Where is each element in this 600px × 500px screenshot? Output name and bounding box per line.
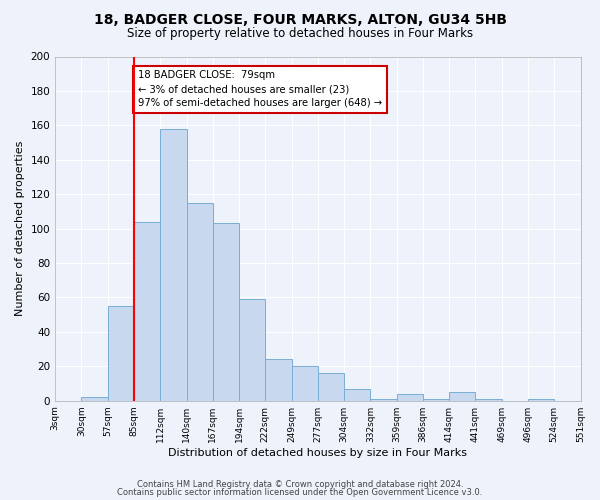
Text: 18, BADGER CLOSE, FOUR MARKS, ALTON, GU34 5HB: 18, BADGER CLOSE, FOUR MARKS, ALTON, GU3… [94, 12, 506, 26]
Bar [134, 222, 160, 400]
Bar [475, 399, 502, 400]
Text: Contains public sector information licensed under the Open Government Licence v3: Contains public sector information licen… [118, 488, 482, 497]
Bar [160, 129, 187, 400]
X-axis label: Distribution of detached houses by size in Four Marks: Distribution of detached houses by size … [169, 448, 467, 458]
Bar [239, 299, 265, 400]
Bar [423, 399, 449, 400]
Text: Contains HM Land Registry data © Crown copyright and database right 2024.: Contains HM Land Registry data © Crown c… [137, 480, 463, 489]
Bar [449, 392, 475, 400]
Bar [108, 306, 134, 400]
Bar [397, 394, 423, 400]
Y-axis label: Number of detached properties: Number of detached properties [15, 141, 25, 316]
Bar [187, 203, 213, 400]
Bar [344, 388, 370, 400]
Bar [528, 399, 554, 400]
Bar [265, 360, 292, 401]
Bar [318, 373, 344, 400]
Bar [82, 398, 108, 400]
Bar [213, 224, 239, 400]
Text: 18 BADGER CLOSE:  79sqm
← 3% of detached houses are smaller (23)
97% of semi-det: 18 BADGER CLOSE: 79sqm ← 3% of detached … [138, 70, 382, 108]
Bar [292, 366, 318, 400]
Bar [370, 399, 397, 400]
Text: Size of property relative to detached houses in Four Marks: Size of property relative to detached ho… [127, 28, 473, 40]
